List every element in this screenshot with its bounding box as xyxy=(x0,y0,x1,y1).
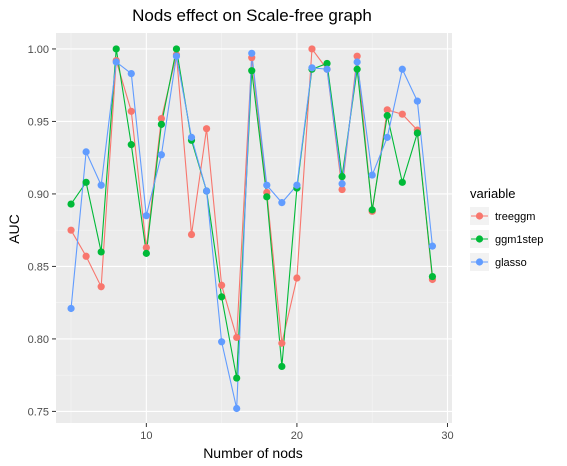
x-tick-label: 30 xyxy=(441,430,453,442)
data-point-glasso xyxy=(67,304,75,313)
data-point-glasso xyxy=(263,181,271,189)
data-point-glasso xyxy=(218,338,226,346)
data-point-treeggm xyxy=(157,114,165,123)
data-point-glasso xyxy=(278,199,286,207)
data-point-ggm1step xyxy=(233,374,241,382)
series-layer xyxy=(67,45,437,413)
legend-item-glasso: glasso xyxy=(470,253,527,271)
data-point-ggm1step xyxy=(127,141,135,149)
data-point-ggm1step xyxy=(413,129,421,137)
data-point-glasso xyxy=(293,181,301,189)
data-point-glasso xyxy=(97,181,105,189)
data-point-treeggm xyxy=(353,52,361,60)
data-point-ggm1step xyxy=(428,272,437,281)
data-point-treeggm xyxy=(293,274,301,282)
data-point-ggm1step xyxy=(338,172,346,181)
data-point-treeggm xyxy=(398,110,406,118)
data-point-glasso xyxy=(127,69,135,78)
data-point-treeggm xyxy=(97,283,105,291)
y-tick-label: 0.90 xyxy=(28,189,49,201)
data-point-treeggm xyxy=(82,252,90,260)
plot-panel xyxy=(56,33,452,423)
y-axis: 0.75 0.80 0.85 0.90 0.95 1.00 xyxy=(28,44,56,418)
data-point-ggm1step xyxy=(218,293,226,301)
data-point-glasso xyxy=(142,212,150,220)
data-point-ggm1step xyxy=(172,45,181,53)
data-point-treeggm xyxy=(67,226,75,234)
data-point-treeggm xyxy=(202,125,211,133)
data-point-glasso xyxy=(323,65,331,73)
y-axis-title: AUC xyxy=(6,214,22,244)
data-point-ggm1step xyxy=(353,65,361,73)
legend-key-point xyxy=(475,258,484,266)
data-point-treeggm xyxy=(338,185,346,194)
data-point-treeggm xyxy=(233,333,241,342)
legend-item-ggm1step: ggm1step xyxy=(470,230,543,248)
data-point-treeggm xyxy=(142,243,150,252)
data-point-glasso xyxy=(248,49,256,57)
legend-key-point xyxy=(475,212,484,220)
data-point-ggm1step xyxy=(157,120,165,128)
data-point-glasso xyxy=(428,242,437,250)
data-point-treeggm xyxy=(278,339,286,347)
data-point-glasso xyxy=(82,148,90,156)
data-point-treeggm xyxy=(218,281,226,289)
data-point-glasso xyxy=(383,133,391,141)
data-point-ggm1step xyxy=(368,206,376,214)
legend-label: glasso xyxy=(495,257,527,269)
data-point-ggm1step xyxy=(278,362,286,371)
data-point-ggm1step xyxy=(97,248,105,256)
data-point-ggm1step xyxy=(398,178,406,186)
data-point-glasso xyxy=(413,97,421,105)
legend-label: ggm1step xyxy=(495,234,543,246)
y-tick-label: 0.85 xyxy=(28,261,49,273)
y-tick-label: 0.80 xyxy=(28,334,49,346)
data-point-treeggm xyxy=(127,107,135,115)
y-tick-label: 1.00 xyxy=(28,44,49,56)
legend-label: treeggm xyxy=(495,211,535,223)
legend-key-point xyxy=(475,235,484,243)
chart-title: Nods effect on Scale-free graph xyxy=(132,6,372,25)
data-point-glasso xyxy=(233,404,241,413)
data-point-glasso xyxy=(172,52,181,60)
y-tick-label: 0.95 xyxy=(28,116,49,128)
x-tick-label: 20 xyxy=(291,430,303,442)
x-axis: 10 20 30 xyxy=(140,423,454,442)
legend-title: variable xyxy=(470,186,516,201)
data-point-glasso xyxy=(398,65,406,73)
data-point-glasso xyxy=(308,64,316,72)
data-point-ggm1step xyxy=(263,193,271,201)
data-point-treeggm xyxy=(187,230,196,239)
data-point-glasso xyxy=(157,151,165,159)
data-point-glasso xyxy=(338,180,346,188)
data-point-ggm1step xyxy=(82,178,90,186)
data-point-glasso xyxy=(353,58,361,66)
legend: variable treeggm ggm1step glasso xyxy=(470,186,543,271)
y-tick-label: 0.75 xyxy=(28,406,49,418)
data-point-glasso xyxy=(202,187,211,195)
data-point-ggm1step xyxy=(383,112,391,120)
legend-item-treeggm: treeggm xyxy=(470,207,535,225)
data-point-ggm1step xyxy=(142,249,150,257)
data-point-treeggm xyxy=(383,106,391,114)
data-point-ggm1step xyxy=(67,200,75,208)
data-point-ggm1step xyxy=(248,67,256,75)
data-point-glasso xyxy=(187,133,196,141)
x-axis-title: Number of nods xyxy=(203,445,303,461)
gridlines xyxy=(56,33,452,423)
data-point-glasso xyxy=(368,171,376,179)
data-point-glasso xyxy=(112,58,120,66)
data-point-treeggm xyxy=(308,45,316,53)
x-tick-label: 10 xyxy=(140,430,152,442)
series-points-glasso xyxy=(67,49,437,413)
data-point-ggm1step xyxy=(112,45,120,53)
data-point-ggm1step xyxy=(323,59,331,68)
